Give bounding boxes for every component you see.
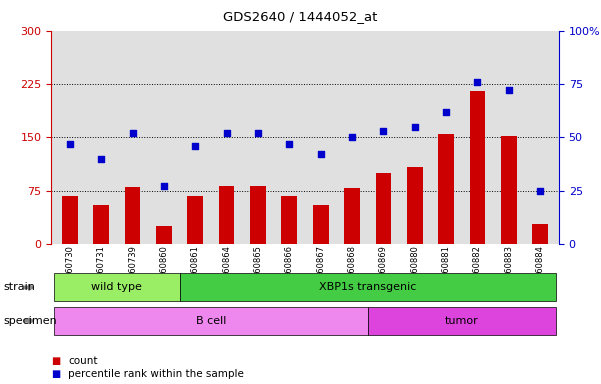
Bar [62,195,78,244]
Bar [250,185,266,244]
Bar [93,205,109,244]
Point [65,141,75,147]
Bar [344,189,360,244]
Text: ■: ■ [51,356,60,366]
Text: count: count [68,356,97,366]
Point [222,130,231,136]
Bar [313,205,329,244]
Point [253,130,263,136]
Bar [407,167,423,244]
Point [504,87,514,93]
Point [379,128,388,134]
Text: GDS2640 / 1444052_at: GDS2640 / 1444052_at [224,10,377,23]
Point [316,151,326,157]
Bar [219,185,234,244]
Point [347,134,357,140]
Point [441,109,451,115]
Bar [501,136,517,244]
Bar [469,91,485,244]
Bar [376,173,391,244]
Bar [438,134,454,244]
Bar [532,224,548,244]
Point [128,130,138,136]
Point [410,124,419,130]
Bar [188,195,203,244]
Text: tumor: tumor [445,316,478,326]
Text: wild type: wild type [91,282,142,293]
Text: specimen: specimen [3,316,56,326]
Point [472,79,482,85]
Text: percentile rank within the sample: percentile rank within the sample [68,369,244,379]
Bar [156,226,172,244]
Text: strain: strain [3,282,35,293]
Text: XBP1s transgenic: XBP1s transgenic [319,282,416,293]
Point [284,141,294,147]
Bar [281,195,297,244]
Point [191,143,200,149]
Point [535,187,545,194]
Text: ■: ■ [51,369,60,379]
Point [96,156,106,162]
Bar [125,187,141,244]
Point [159,183,169,189]
Text: B cell: B cell [196,316,226,326]
